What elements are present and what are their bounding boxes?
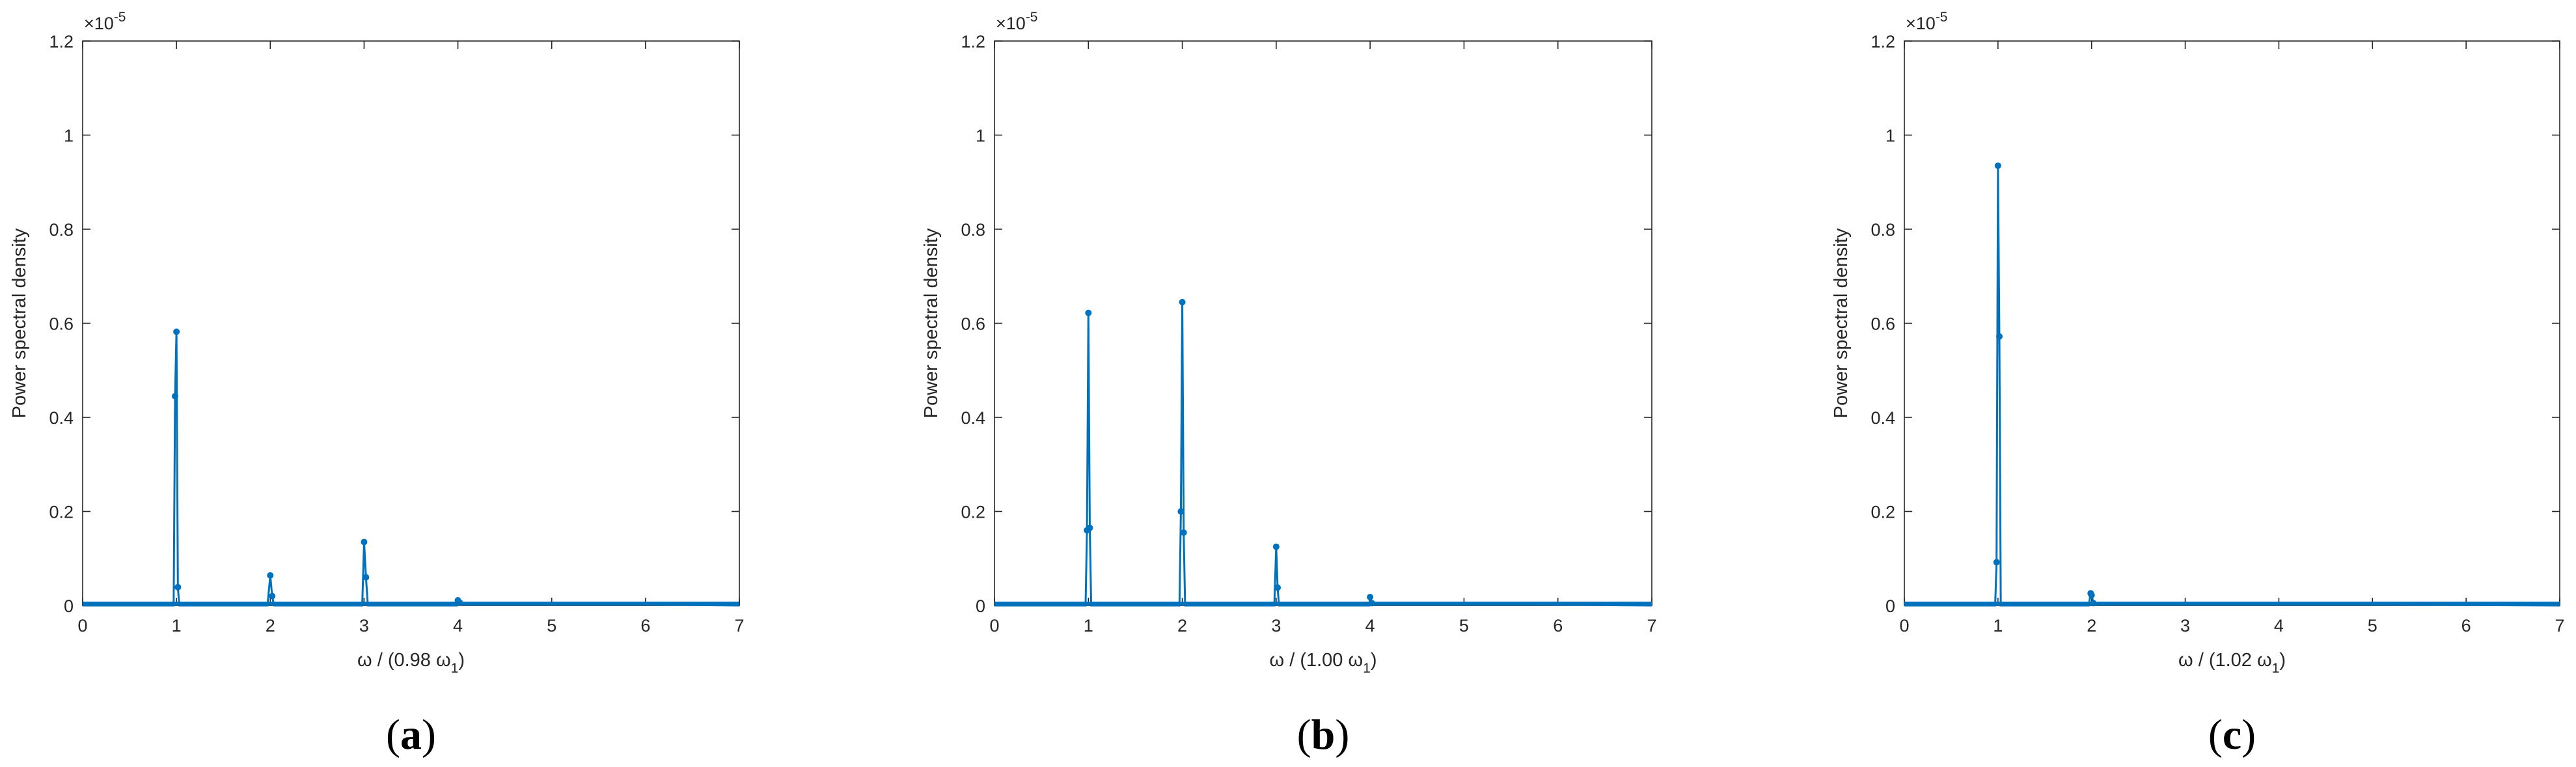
y-axis-label: Power spectral density [1831,228,1852,418]
plot-box [82,40,740,606]
plot-box [994,40,1652,606]
x-tick-label: 7 [2555,616,2564,635]
x-tick-label: 7 [734,616,744,635]
y-tick-label: 0.4 [961,408,985,428]
chart-panel-c: 0 1 2 3 4 5 6 7 0 0.2 0.4 0.6 0.8 1 1.2 ×10-5 Power spec… [1831,10,2565,759]
y-axis-label: Power spectral density [921,228,942,418]
x-tick-label: 0 [77,616,87,635]
panel-caption: (a) [386,711,436,759]
x-tick-label: 3 [2180,616,2190,635]
data-point [1367,593,1374,600]
data-point [1180,529,1187,537]
x-tick-label: 6 [1553,616,1563,635]
y-tick-label: 1.2 [1870,32,1895,51]
y-tick-label: 0.4 [49,408,74,428]
x-tick-label: 4 [453,616,463,635]
y-tick-label: 0 [1885,596,1895,616]
y-tick-label: 0.6 [961,314,985,334]
x-tick-label: 4 [2274,616,2284,635]
data-point [174,583,182,591]
x-tick-label: 6 [640,616,650,635]
x-tick-label: 2 [2087,616,2096,635]
y-tick-label: 0.8 [961,220,985,240]
x-tick-label: 5 [1459,616,1469,635]
chart-panel-b: 0 1 2 3 4 5 6 7 0 0.2 0.4 0.6 0.8 1 1.2 ×10-5 Power spec… [921,10,1657,759]
y-tick-label: 0 [64,596,74,616]
y-tick-label: 1 [976,126,985,146]
y-tick-label: 1 [1885,126,1895,146]
data-point [2088,592,2095,599]
y-axis-multiplier: ×10-5 [996,10,1038,33]
y-tick-label: 0.4 [1870,408,1895,428]
x-axis-label: ω / (1.00 ω1) [1270,650,1377,676]
y-axis-multiplier: ×10-5 [1906,10,1948,33]
x-tick-label: 0 [989,616,999,635]
y-tick-label: 0.8 [49,220,74,240]
data-point [173,328,180,335]
x-tick-label: 5 [547,616,556,635]
data-point [1086,524,1093,531]
x-tick-label: 7 [1647,616,1656,635]
x-tick-label: 6 [2461,616,2471,635]
data-point [2090,600,2097,607]
chart-panel-a: 0 1 2 3 4 5 6 7 0 0.2 0.4 0.6 0.8 1 1.2 ×10-5 Power spec… [9,10,745,759]
x-tick-label: 0 [1899,616,1909,635]
x-tick-label: 5 [2368,616,2377,635]
data-point [1369,600,1376,607]
x-tick-label: 1 [172,616,182,635]
data-point [1177,508,1185,515]
data-point [361,538,368,546]
x-tick-label: 2 [266,616,275,635]
x-axis-label: ω / (1.02 ω1) [2178,650,2286,676]
y-tick-label: 0 [976,596,985,616]
x-axis-label: ω / (0.98 ω1) [357,650,465,676]
y-tick-label: 1.2 [961,32,985,51]
y-tick-label: 1 [64,126,74,146]
plot-box [1904,40,2560,606]
y-tick-label: 0.6 [49,314,74,334]
psd-series-line [83,331,740,607]
data-point [267,572,274,579]
data-point [456,599,463,606]
y-tick-label: 1.2 [49,32,74,51]
data-point [1993,559,2000,566]
y-tick-label: 0.8 [1870,220,1895,240]
y-tick-label: 0.6 [1870,314,1895,334]
y-tick-label: 0.2 [1870,503,1895,522]
panel-caption: (b) [1297,711,1350,759]
x-tick-label: 1 [1993,616,2003,635]
x-tick-label: 1 [1084,616,1093,635]
x-tick-label: 3 [359,616,369,635]
y-tick-label: 0.2 [49,503,74,522]
x-tick-label: 4 [1365,616,1375,635]
data-point [269,593,276,600]
data-point [1274,584,1281,591]
data-point [1996,333,2003,340]
data-point [171,393,178,400]
y-axis-label: Power spectral density [9,228,30,418]
data-point [1085,309,1092,316]
data-point [1179,298,1186,305]
data-point [363,574,370,581]
data-point [1994,162,2001,169]
panel-caption: (c) [2208,711,2256,759]
psd-series-line [994,301,1652,607]
x-tick-label: 3 [1271,616,1281,635]
y-axis-multiplier: ×10-5 [84,10,126,33]
y-tick-label: 0.2 [961,503,985,522]
data-point [1272,543,1280,550]
psd-series-line [1904,165,2560,607]
x-tick-label: 2 [1177,616,1187,635]
